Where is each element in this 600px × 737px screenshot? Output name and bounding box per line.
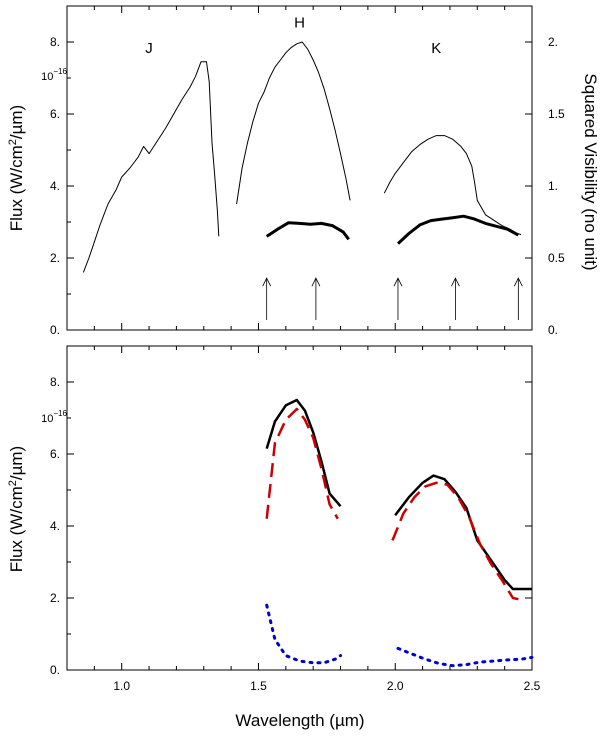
y-tick-label: 0. (50, 663, 60, 677)
y-tick-label: 2. (50, 251, 60, 265)
y-tick-label: 4. (50, 519, 60, 533)
series-dotted-line (396, 646, 534, 668)
x-tick-label: 1.0 (113, 679, 130, 693)
arrow-head (451, 277, 460, 287)
arrow-head (513, 277, 523, 287)
top-plot-frame (66, 5, 533, 331)
arrow-head (262, 277, 272, 287)
y-tick-label: 4. (50, 179, 60, 193)
bottom-x-ticks: 1.0 1.5 2.0 2.5 (66, 346, 541, 693)
spectrum-segment (236, 41, 351, 205)
series-dotted-line (265, 603, 342, 665)
series-dashed-line (391, 481, 522, 602)
visibility-curve (265, 214, 520, 245)
y-tick-label: 6. (50, 107, 60, 121)
bottom-plot-frame (66, 345, 533, 671)
y2-tick-label: 2. (548, 35, 558, 49)
series-solid-line (265, 398, 342, 508)
spectrum-segment (383, 135, 522, 236)
band-label: H (294, 15, 305, 32)
y-tick-label: 6. (50, 447, 60, 461)
wavelength-arrows (262, 277, 523, 320)
y2-tick-label: 0.5 (548, 251, 565, 265)
top-scale-label: 10−16 (41, 67, 67, 83)
y2-tick-label: 1.5 (548, 107, 565, 121)
x-tick-label: 2.0 (387, 679, 404, 693)
bottom-scale-label: 10−16 (41, 409, 67, 425)
bottom-y-ticks: 0. 2. 4. 6. 8. (50, 375, 532, 677)
y-tick-label: 8. (50, 35, 60, 49)
x-axis-label: Wavelength (µm) (235, 711, 364, 730)
y2-tick-label: 0. (548, 323, 558, 337)
top-y2-axis-label: Squared Visibility (no unit) (581, 73, 600, 270)
y-tick-label: 8. (50, 375, 60, 389)
top-panel: 0. 2. 4. 6. 8. 0. 0.5 1. 1.5 2. 10−16 J H K Flux (… (7, 5, 600, 337)
top-y-ticks: 0. 2. 4. 6. 8. (50, 35, 74, 337)
band-label: J (145, 40, 153, 57)
y2-tick-label: 1. (548, 179, 558, 193)
arrow-head (393, 277, 403, 287)
y-tick-label: 2. (50, 591, 60, 605)
arrow-head (311, 277, 321, 287)
series-solid-line (394, 474, 532, 591)
band-labels: J H K (145, 15, 441, 57)
bottom-panel: 0. 2. 4. 6. 8. 1.0 1.5 2.0 2.5 10−16 Flux (W/cm… (7, 345, 541, 730)
top-x-ticks (66, 6, 533, 330)
y-tick-label: 0. (50, 323, 60, 337)
x-tick-label: 1.5 (250, 679, 267, 693)
visibility-segment (265, 221, 350, 241)
band-label: K (431, 40, 441, 57)
series-dashed-line (265, 407, 339, 520)
bottom-y-axis-label: Flux (W/cm2/µm) (7, 446, 26, 572)
model-curves (265, 398, 534, 668)
spectrum-curve (82, 41, 522, 273)
visibility-segment (396, 214, 520, 245)
spectrum-segment (82, 61, 220, 273)
top-y-axis-label: Flux (W/cm2/µm) (7, 105, 26, 231)
x-tick-label: 2.5 (524, 679, 541, 693)
top-y2-ticks: 0. 0.5 1. 1.5 2. (525, 35, 565, 337)
